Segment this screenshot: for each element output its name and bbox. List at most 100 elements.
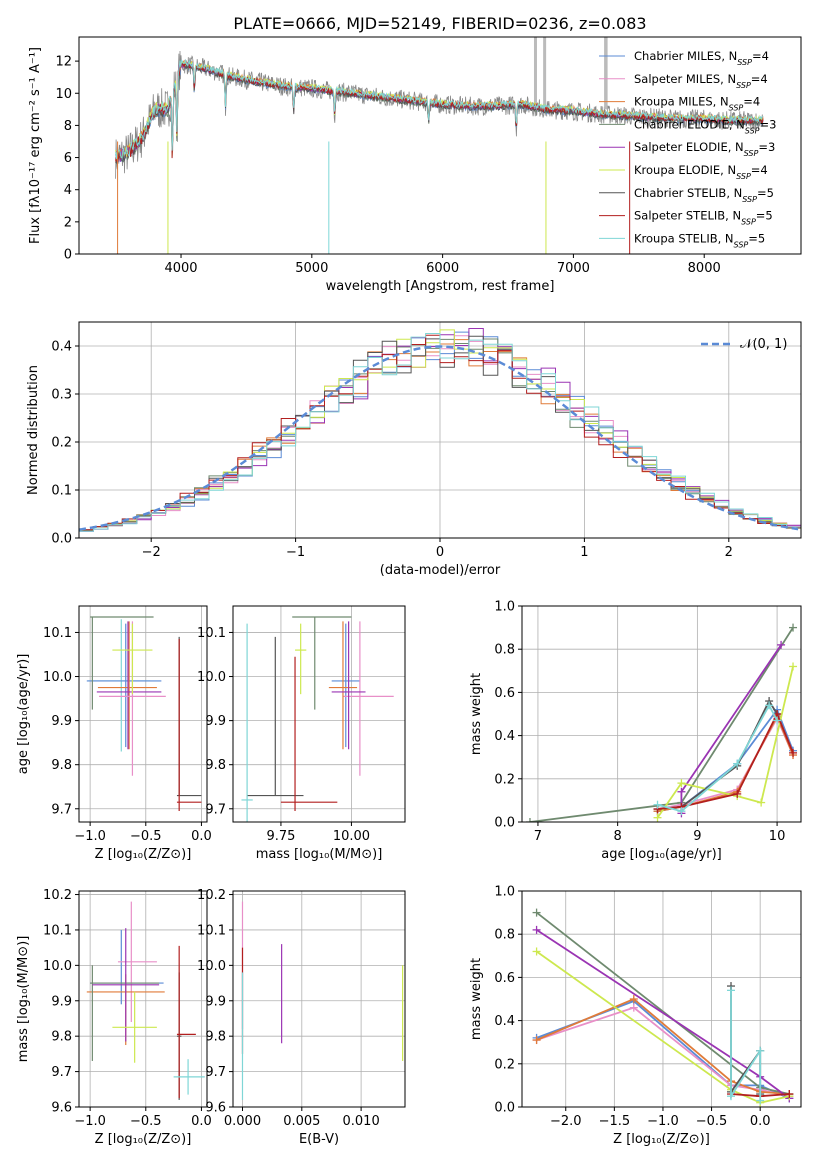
- mass-weight-point: [532, 925, 541, 934]
- y-tick-label: 10.0: [43, 670, 72, 685]
- y-tick-label: 0.0: [494, 1101, 515, 1116]
- y-tick-label: 0: [64, 248, 72, 263]
- y-tick-label: 9.8: [205, 1030, 226, 1045]
- x-axis-label: E(B-V): [299, 1132, 339, 1147]
- errorbar-kroupa-elodie: [112, 623, 153, 695]
- mass-weight-point: [653, 813, 662, 822]
- massweight_vs_age-panel: 7 8 9 10 0.0 0.2 0.4 0.6 0.8 1.0 age [log₁₀(age/yr…: [469, 600, 802, 862]
- y-tick-label: 9.7: [51, 1065, 72, 1080]
- y-tick-label: 0.4: [51, 340, 72, 355]
- x-tick-label: −1.5: [599, 1114, 631, 1129]
- mass-weight-point: [677, 779, 686, 788]
- x-tick-label: 5000: [295, 261, 328, 276]
- axes-frame: [232, 890, 406, 1108]
- x-tick-label: 9: [693, 829, 701, 844]
- errorbar-chabrier-miles: [331, 623, 360, 748]
- y-tick-label: 9.8: [205, 758, 226, 773]
- y-tick-label: 6: [64, 151, 72, 166]
- y-tick-label: 9.8: [51, 1030, 72, 1045]
- errorbar-salpeter-stelib: [280, 656, 338, 811]
- y-tick-label: 2: [64, 215, 72, 230]
- y-tick-label: 10.2: [43, 888, 72, 903]
- x-tick-label: −2: [142, 545, 161, 560]
- legend-label: Kroupa ELODIE, NSSP=4: [634, 163, 768, 181]
- y-tick-label: 9.6: [51, 1101, 72, 1116]
- mass-weight-point: [733, 759, 742, 768]
- y-tick-label: 10.1: [43, 923, 72, 938]
- legend-label: Chabrier ELODIE, NSSP=3: [634, 117, 776, 135]
- y-tick-label: 12: [55, 55, 72, 70]
- axes-frame: [521, 890, 802, 1108]
- errorbar-kroupa-elodie: [295, 623, 307, 695]
- errorbar-chabrier-miles: [86, 623, 162, 748]
- x-tick-label: 0.010: [343, 1114, 380, 1129]
- massweight_vs_age-plot-area: [525, 623, 798, 822]
- mass-weight-point: [777, 640, 786, 649]
- x-tick-label: 9.75: [266, 829, 295, 844]
- errorbar-chabrier-elodie: [90, 616, 154, 710]
- errorbar-salpeter-miles: [117, 901, 157, 1023]
- figure-title: PLATE=0666, MJD=52149, FIBERID=0236, z=0…: [233, 14, 646, 33]
- mass-weight-point: [789, 748, 798, 757]
- residual-histogram-kroupa-elodie: [79, 329, 801, 532]
- y-tick-label: 1.0: [494, 885, 515, 900]
- errorbar-kroupa-stelib: [173, 1059, 205, 1095]
- legend-label: 𝒩(0, 1): [740, 337, 787, 352]
- legend-label: Salpeter ELODIE, NSSP=3: [634, 140, 775, 158]
- mass-weight-point: [532, 1036, 541, 1045]
- age_vs_Z-panel: −1.0 −0.5 0.0 9.7 9.8 9.9 10.0 10.1 Z [log₁₀(Z/Z…: [16, 605, 212, 862]
- age_vs_mass-panel: 9.75 10.00 9.7 9.8 9.9 10.0 10.1 mass [log₁₀(M/…: [197, 605, 406, 862]
- mass-weight-point: [677, 787, 686, 796]
- x-tick-label: −0.5: [130, 1114, 162, 1129]
- y-tick-label: 10.0: [43, 959, 72, 974]
- mass-weight-line-chabrier-elodie: [529, 627, 794, 822]
- y-tick-label: 0.4: [494, 729, 515, 744]
- y-tick-label: 10.0: [197, 670, 226, 685]
- residuals-panel: −2 −1 0 1 2 0.0 0.1 0.2 0.3 0.4 (data-model)/error…: [26, 321, 802, 578]
- axes-frame: [232, 605, 406, 823]
- x-tick-label: 8000: [688, 261, 721, 276]
- mass-weight-line-kroupa-stelib: [730, 990, 762, 1101]
- mass-weight-point: [727, 986, 736, 995]
- x-tick-label: 8: [614, 829, 622, 844]
- mass-weight-point: [677, 807, 686, 816]
- y-tick-label: 0.8: [494, 928, 515, 943]
- x-tick-label: 10.00: [333, 829, 370, 844]
- x-tick-label: −1: [286, 545, 305, 560]
- x-tick-label: 4000: [164, 261, 197, 276]
- mass-weight-point: [773, 716, 782, 725]
- y-tick-label: 9.9: [205, 994, 226, 1009]
- spectrum-legend: Chabrier MILES, NSSP=4 Salpeter MILES, NS…: [599, 49, 776, 249]
- errorbar-chabrier-elodie: [292, 616, 352, 710]
- y-tick-label: 9.9: [51, 714, 72, 729]
- errorbar-kroupa-stelib: [87, 619, 151, 752]
- mass-weight-point: [789, 662, 798, 671]
- errorbar-kroupa-stelib: [241, 623, 253, 822]
- residuals-legend: 𝒩(0, 1): [701, 337, 787, 352]
- mass-weight-point: [629, 1003, 638, 1012]
- y-tick-label: 4: [64, 183, 72, 198]
- mass-weight-point: [532, 947, 541, 956]
- axes-frame: [521, 605, 802, 823]
- y-tick-label: 9.8: [51, 758, 72, 773]
- y-axis-label: mass weight: [469, 673, 484, 755]
- errorbar-kroupa-miles: [328, 621, 358, 750]
- x-tick-label: −0.5: [696, 1114, 728, 1129]
- y-tick-label: 10.1: [197, 923, 226, 938]
- x-tick-label: −1.0: [647, 1114, 679, 1129]
- legend-label: Kroupa STELIB, NSSP=5: [634, 231, 765, 249]
- legend-label: Salpeter STELIB, NSSP=5: [634, 209, 773, 227]
- y-tick-label: 9.7: [51, 802, 72, 817]
- mass-weight-line-chabrier-stelib: [730, 986, 762, 1095]
- y-tick-label: 10.1: [43, 626, 72, 641]
- y-tick-label: 9.7: [205, 802, 226, 817]
- errorbar-chabrier-elodie: [90, 965, 160, 1061]
- errorbar-salpeter-elodie: [331, 621, 366, 750]
- y-tick-label: 0.8: [494, 643, 515, 658]
- y-axis-label: Normed distribution: [26, 365, 41, 495]
- model-spectrum-kroupa-stelib: [115, 58, 764, 160]
- errorbar-salpeter-elodie: [96, 621, 162, 750]
- x-tick-label: 0.0: [750, 1114, 771, 1129]
- y-tick-label: 0.0: [51, 532, 72, 547]
